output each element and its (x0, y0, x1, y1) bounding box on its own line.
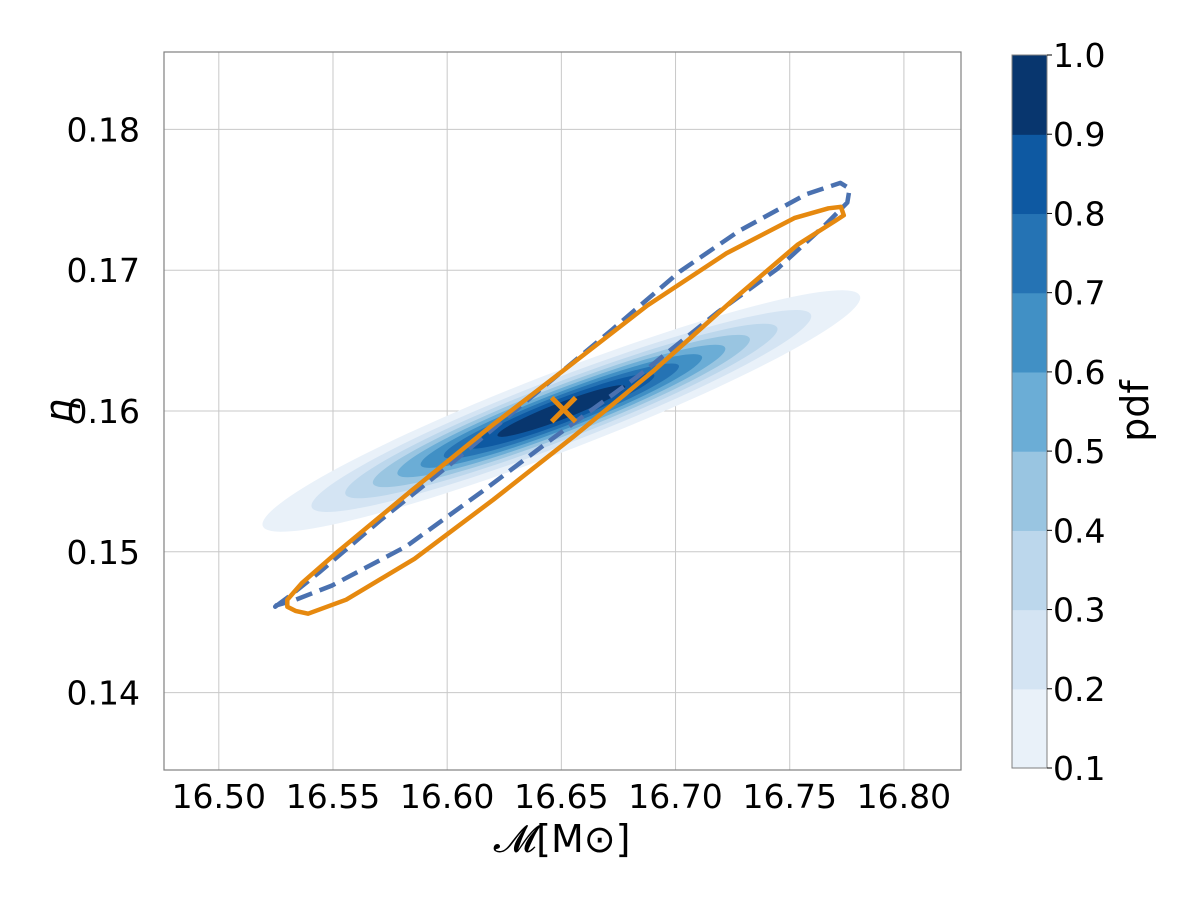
colorbar-tick-label: 1.0 (1053, 36, 1105, 75)
colorbar-band (1012, 134, 1047, 215)
colorbar: 0.1 0.2 0.3 0.4 0.5 0.6 0.7 0.8 0.9 1.0 (1011, 36, 1105, 788)
colorbar-band (1012, 292, 1047, 373)
colorbar-band (1012, 530, 1047, 611)
colorbar-tick-label: 0.8 (1053, 194, 1105, 233)
dashed-contour-line (272, 180, 852, 609)
y-tick-label: 0.15 (67, 533, 140, 572)
true-value-marker (549, 395, 578, 424)
colorbar-band (1012, 609, 1047, 690)
y-tick-label: 0.17 (67, 251, 140, 290)
grid-lines (164, 52, 961, 770)
x-tick-label: 16.50 (172, 777, 266, 816)
contour-lines (272, 180, 852, 616)
colorbar-frame (1011, 54, 1048, 769)
x-tick-label: 16.55 (286, 777, 380, 816)
x-tick-label: 16.70 (628, 777, 722, 816)
x-tick-label: 16.65 (514, 777, 608, 816)
x-ticks: 16.50 16.55 16.60 16.65 16.70 16.75 16.80 (172, 777, 952, 816)
colorbar-band (1012, 213, 1047, 294)
plot-frame (163, 51, 962, 771)
colorbar-band (1012, 688, 1047, 769)
colorbar-band (1012, 451, 1047, 531)
colorbar-tick-label: 0.6 (1053, 353, 1105, 392)
y-tick-label: 0.14 (67, 674, 140, 713)
solid-contour-line (285, 204, 847, 616)
y-ticks: 0.14 0.15 0.16 0.17 0.18 (67, 110, 140, 712)
colorbar-tick-label: 0.4 (1053, 511, 1105, 550)
colorbar-tick-label: 0.5 (1053, 432, 1105, 471)
colorbar-label: pdf (1113, 379, 1157, 442)
y-tick-label: 0.18 (67, 110, 140, 149)
colorbar-tick-label: 0.2 (1053, 670, 1105, 709)
colorbar-band (1012, 55, 1047, 135)
colorbar-tick-label: 0.1 (1053, 749, 1105, 788)
colorbar-tick-label: 0.3 (1053, 591, 1105, 630)
x-axis-label: 𝓜[M⊙] (494, 817, 631, 861)
colorbar-band (1012, 371, 1047, 452)
y-tick-label: 0.16 (67, 392, 140, 431)
x-tick-label: 16.75 (742, 777, 836, 816)
x-tick-label: 16.80 (857, 777, 951, 816)
y-axis-label: η (37, 399, 81, 423)
colorbar-tick-label: 0.9 (1053, 115, 1105, 154)
colorbar-tick-label: 0.7 (1053, 274, 1105, 313)
x-tick-label: 16.60 (400, 777, 494, 816)
